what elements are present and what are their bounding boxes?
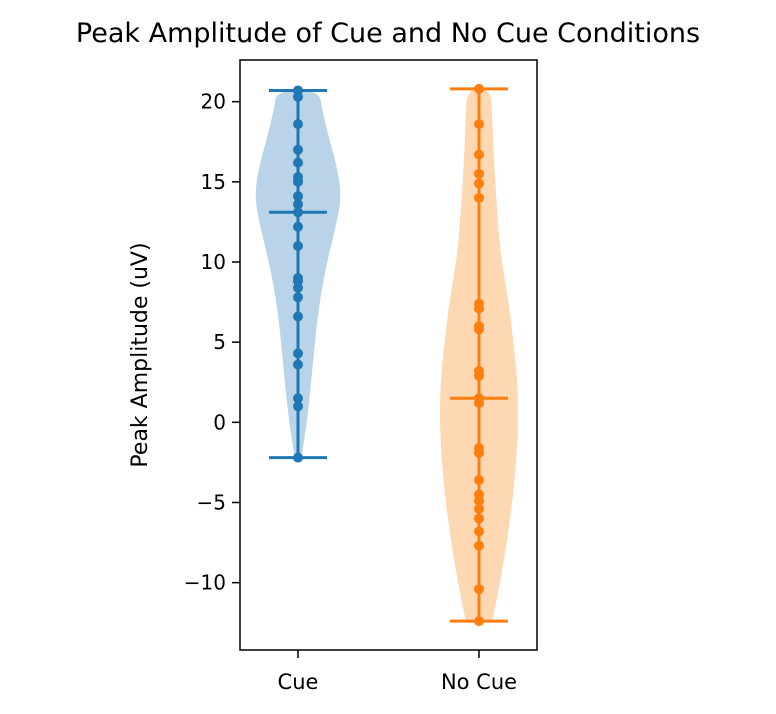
y-tick-label: 10 — [201, 250, 226, 274]
y-tick-label: −10 — [184, 571, 226, 595]
data-point — [293, 393, 303, 404]
y-tick-label: −5 — [197, 491, 226, 515]
x-tick-label: No Cue — [441, 670, 517, 694]
data-point — [293, 282, 303, 293]
y-tick-label: 15 — [201, 170, 226, 194]
y-axis: −10 −5 0 5 10 15 20 — [184, 90, 240, 595]
data-point — [474, 370, 484, 381]
data-point — [474, 303, 484, 314]
data-point — [293, 359, 303, 370]
data-point — [293, 119, 303, 130]
data-point — [293, 292, 303, 303]
data-point — [474, 540, 484, 551]
data-point — [293, 401, 303, 412]
x-tick-label: Cue — [278, 670, 319, 694]
data-point — [474, 503, 484, 514]
y-tick-label: 20 — [201, 90, 226, 114]
data-point — [474, 513, 484, 524]
data-point — [474, 119, 484, 130]
data-point — [293, 240, 303, 251]
data-point — [474, 475, 484, 486]
data-point — [293, 176, 303, 187]
data-point — [293, 452, 303, 463]
data-point — [293, 348, 303, 359]
data-point — [474, 83, 484, 94]
data-point — [474, 616, 484, 627]
data-point — [474, 324, 484, 335]
data-point — [474, 178, 484, 189]
data-point — [293, 157, 303, 168]
data-point — [293, 207, 303, 218]
y-tick-label: 0 — [213, 410, 226, 434]
data-point — [293, 191, 303, 202]
data-point — [474, 447, 484, 458]
y-axis-label: Peak Amplitude (uV) — [128, 242, 153, 467]
data-point — [474, 398, 484, 409]
plot-frame — [239, 59, 538, 651]
data-point — [474, 584, 484, 595]
data-point — [474, 192, 484, 203]
x-axis: Cue No Cue — [278, 650, 517, 694]
data-point — [293, 199, 303, 210]
data-point — [474, 526, 484, 537]
data-point — [474, 149, 484, 160]
data-point — [474, 168, 484, 179]
data-point — [474, 495, 484, 506]
data-point — [293, 91, 303, 102]
data-point — [293, 144, 303, 155]
chart-title: Peak Amplitude of Cue and No Cue Conditi… — [76, 18, 700, 49]
data-point — [293, 221, 303, 232]
data-point — [293, 311, 303, 322]
points-layer — [293, 83, 484, 627]
y-tick-label: 5 — [213, 330, 226, 354]
